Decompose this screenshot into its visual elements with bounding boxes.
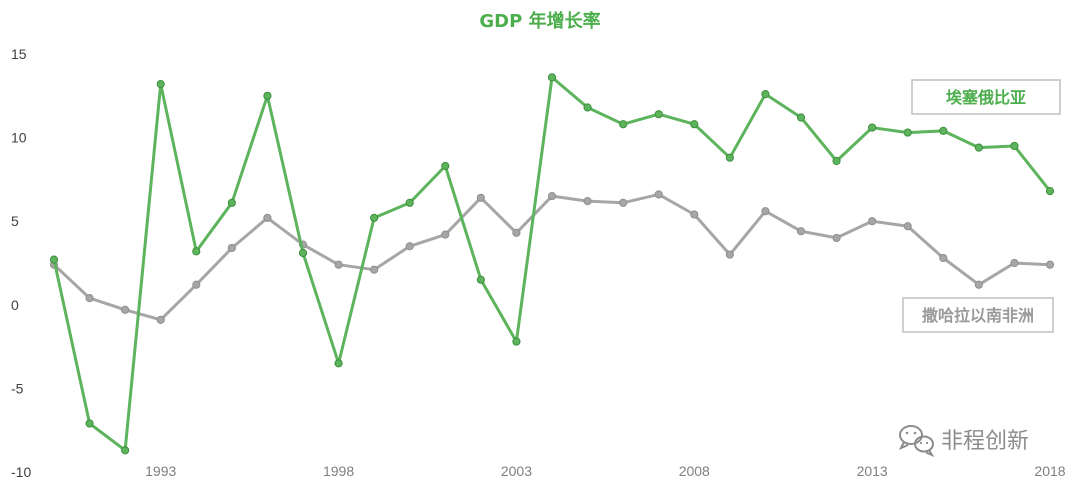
- data-point-1: [227, 243, 236, 253]
- chart-title: GDP 年增长率: [479, 10, 600, 32]
- data-point-0: [49, 255, 59, 264]
- x-tick-label: 2018: [1034, 463, 1065, 479]
- data-point-0: [619, 120, 628, 129]
- data-point-1: [334, 260, 343, 269]
- data-point-0: [868, 123, 877, 132]
- series-layer: [49, 73, 1055, 455]
- data-point-0: [832, 156, 841, 166]
- y-tick-label: -10: [11, 464, 31, 480]
- data-point-0: [85, 419, 94, 428]
- data-point-1: [192, 280, 201, 289]
- data-point-0: [939, 126, 948, 136]
- data-point-0: [121, 446, 130, 455]
- data-point-1: [476, 193, 485, 202]
- data-point-0: [1010, 141, 1019, 151]
- data-point-1: [512, 228, 521, 238]
- data-point-0: [690, 120, 699, 129]
- data-point-1: [832, 233, 841, 243]
- data-point-0: [761, 90, 770, 99]
- data-point-1: [405, 242, 414, 251]
- data-point-0: [583, 103, 592, 112]
- x-tick-label: 1993: [145, 463, 176, 479]
- x-tick-label: 1998: [323, 463, 354, 479]
- y-tick-label: -5: [11, 380, 24, 396]
- data-point-0: [903, 128, 912, 137]
- legend-ethiopia-label: 埃塞俄比亚: [946, 88, 1026, 107]
- data-point-0: [227, 198, 236, 207]
- data-point-1: [1010, 258, 1019, 268]
- data-point-0: [512, 337, 521, 346]
- data-point-1: [690, 210, 699, 219]
- data-point-1: [1045, 260, 1055, 269]
- data-point-1: [974, 280, 983, 289]
- data-point-1: [85, 294, 94, 303]
- data-point-0: [156, 79, 165, 89]
- watermark-text: 非程创新: [941, 429, 1029, 454]
- y-tick-label: 0: [11, 297, 19, 313]
- data-point-0: [192, 247, 201, 256]
- data-point-1: [441, 230, 450, 239]
- x-tick-label: 2008: [679, 463, 710, 479]
- y-axis: 15 10 5 0 -5 -10: [11, 46, 31, 480]
- data-point-1: [583, 197, 592, 206]
- data-point-0: [725, 153, 734, 162]
- y-tick-label: 10: [11, 130, 27, 146]
- data-point-1: [263, 213, 272, 222]
- series-line-0: [52, 75, 1052, 452]
- data-point-1: [761, 207, 770, 216]
- data-point-1: [156, 315, 165, 324]
- data-point-0: [441, 161, 450, 171]
- data-point-0: [476, 275, 485, 284]
- wechat-icon: [898, 425, 935, 458]
- x-tick-label: 2013: [857, 463, 888, 479]
- data-point-1: [619, 198, 628, 207]
- data-point-1: [370, 265, 379, 274]
- legend-ssa-label: 撒哈拉以南非洲: [922, 306, 1034, 325]
- data-point-0: [334, 359, 343, 368]
- data-point-0: [1045, 187, 1055, 196]
- data-point-0: [263, 91, 272, 100]
- data-point-0: [405, 198, 414, 207]
- data-point-1: [903, 222, 912, 231]
- data-point-1: [654, 190, 663, 199]
- data-point-1: [121, 305, 130, 314]
- y-tick-label: 15: [11, 46, 27, 62]
- x-axis: 1993 1998 2003 2008 2013 2018: [145, 463, 1066, 479]
- data-point-1: [796, 227, 806, 236]
- data-point-0: [547, 73, 557, 82]
- data-point-0: [974, 143, 983, 152]
- y-tick-label: 5: [11, 213, 19, 229]
- legend-ssa: 撒哈拉以南非洲: [902, 297, 1054, 333]
- watermark: 非程创新: [898, 425, 1029, 458]
- x-tick-label: 2003: [501, 463, 532, 479]
- data-point-1: [725, 250, 734, 259]
- legend-ethiopia: 埃塞俄比亚: [911, 79, 1061, 115]
- data-point-1: [868, 217, 877, 226]
- data-point-0: [654, 110, 663, 119]
- legend-ethiopia-box: [911, 79, 1061, 115]
- data-point-0: [796, 113, 806, 122]
- legend-ssa-box: [902, 297, 1054, 333]
- series-line-1: [52, 192, 1052, 322]
- data-point-1: [939, 253, 948, 263]
- data-point-0: [298, 248, 308, 258]
- data-point-1: [547, 192, 557, 201]
- data-point-0: [370, 213, 379, 222]
